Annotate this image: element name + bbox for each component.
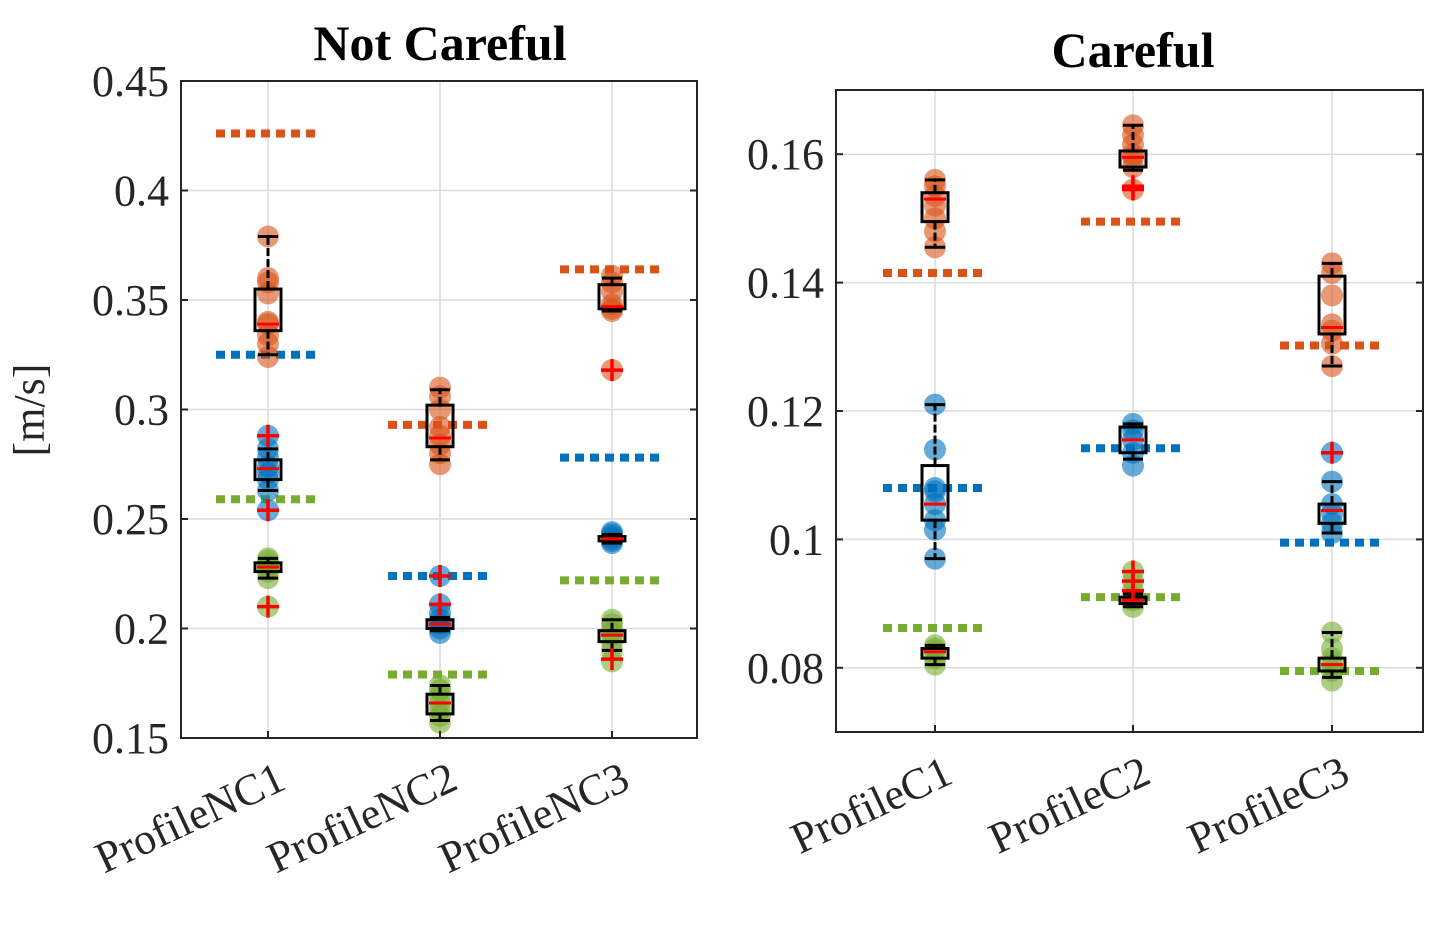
box-plot-orange — [597, 276, 627, 382]
box-plot-orange — [253, 234, 283, 357]
y-tick-label: 0.3 — [114, 386, 169, 435]
box-iqr — [1118, 149, 1148, 169]
outlier-marker — [1321, 441, 1343, 464]
box-plot-green — [1118, 560, 1148, 609]
box-iqr — [253, 561, 283, 574]
chart-title: Not Careful — [313, 15, 566, 71]
outlier-marker — [257, 595, 279, 618]
box-plot-green — [253, 556, 283, 618]
box-plot-green — [425, 683, 455, 722]
box-iqr — [920, 464, 950, 522]
x-tick-label: ProfileC2 — [981, 747, 1157, 864]
box-plot-orange — [1317, 261, 1347, 368]
box-iqr — [425, 618, 455, 630]
data-point-orange — [257, 310, 279, 333]
box-iqr — [425, 403, 455, 449]
outlier-marker — [429, 593, 451, 616]
box-iqr — [1118, 425, 1148, 455]
box-plot-orange — [920, 178, 950, 249]
chart-title: Careful — [1052, 22, 1215, 78]
box-plot-blue — [597, 532, 627, 545]
box-plot-orange — [1118, 123, 1148, 201]
outlier-marker — [257, 424, 279, 447]
box-iqr — [597, 283, 627, 311]
box-iqr — [597, 629, 627, 644]
x-tick-label: ProfileNC1 — [88, 753, 293, 883]
data-point-orange — [257, 267, 279, 290]
outlier-marker — [1122, 175, 1144, 198]
box-iqr — [425, 692, 455, 716]
box-iqr — [1317, 656, 1347, 673]
data-point-blue — [924, 477, 946, 500]
y-tick-label: 0.1 — [769, 515, 824, 564]
y-tick-label: 0.14 — [747, 259, 824, 308]
y-tick-label: 0.45 — [92, 57, 169, 106]
box-iqr — [1317, 502, 1347, 525]
box-plot-blue — [425, 564, 455, 633]
outlier-marker — [429, 564, 451, 587]
y-tick-label: 0.15 — [92, 714, 169, 763]
box-iqr — [253, 287, 283, 333]
box-iqr — [920, 647, 950, 660]
box-iqr — [1317, 274, 1347, 336]
y-tick-label: 0.12 — [747, 387, 824, 436]
box-plot-blue — [920, 403, 950, 561]
outlier-marker — [601, 359, 623, 382]
box-plot-green — [597, 618, 627, 671]
x-tick-label: ProfileNC3 — [432, 753, 637, 883]
data-point-orange — [429, 416, 451, 439]
box-plot-blue — [1317, 441, 1347, 535]
data-point-green — [1321, 637, 1343, 660]
data-point-orange — [1321, 284, 1343, 307]
outlier-marker — [257, 499, 279, 522]
box-plot-blue — [1118, 422, 1148, 461]
outlier-marker — [1122, 579, 1144, 602]
x-tick-label: ProfileC1 — [783, 747, 959, 864]
box-plot-green — [920, 643, 950, 667]
box-plot-orange — [425, 388, 455, 462]
box-iqr — [597, 535, 627, 543]
outlier-marker — [601, 648, 623, 671]
y-tick-label: 0.2 — [114, 605, 169, 654]
data-point-orange — [429, 376, 451, 399]
box-plot-green — [1317, 630, 1347, 679]
y-tick-label: 0.25 — [92, 495, 169, 544]
data-point-orange — [1321, 313, 1343, 336]
y-axis-label: [m/s] — [5, 364, 54, 457]
y-tick-label: 0.16 — [747, 130, 824, 179]
box-plot-blue — [253, 424, 283, 522]
data-point-orange — [601, 264, 623, 287]
box-iqr — [920, 191, 950, 224]
x-tick-label: ProfileNC2 — [260, 753, 465, 883]
x-tick-label: ProfileC3 — [1180, 747, 1356, 864]
y-tick-label: 0.35 — [92, 276, 169, 325]
box-iqr — [253, 458, 283, 482]
y-tick-label: 0.4 — [114, 167, 169, 216]
y-tick-label: 0.08 — [747, 644, 824, 693]
chart-not-careful: Not Careful [m/s] 0.15 0.2 0.25 0.3 0.35 0.4 0… — [5, 15, 698, 883]
